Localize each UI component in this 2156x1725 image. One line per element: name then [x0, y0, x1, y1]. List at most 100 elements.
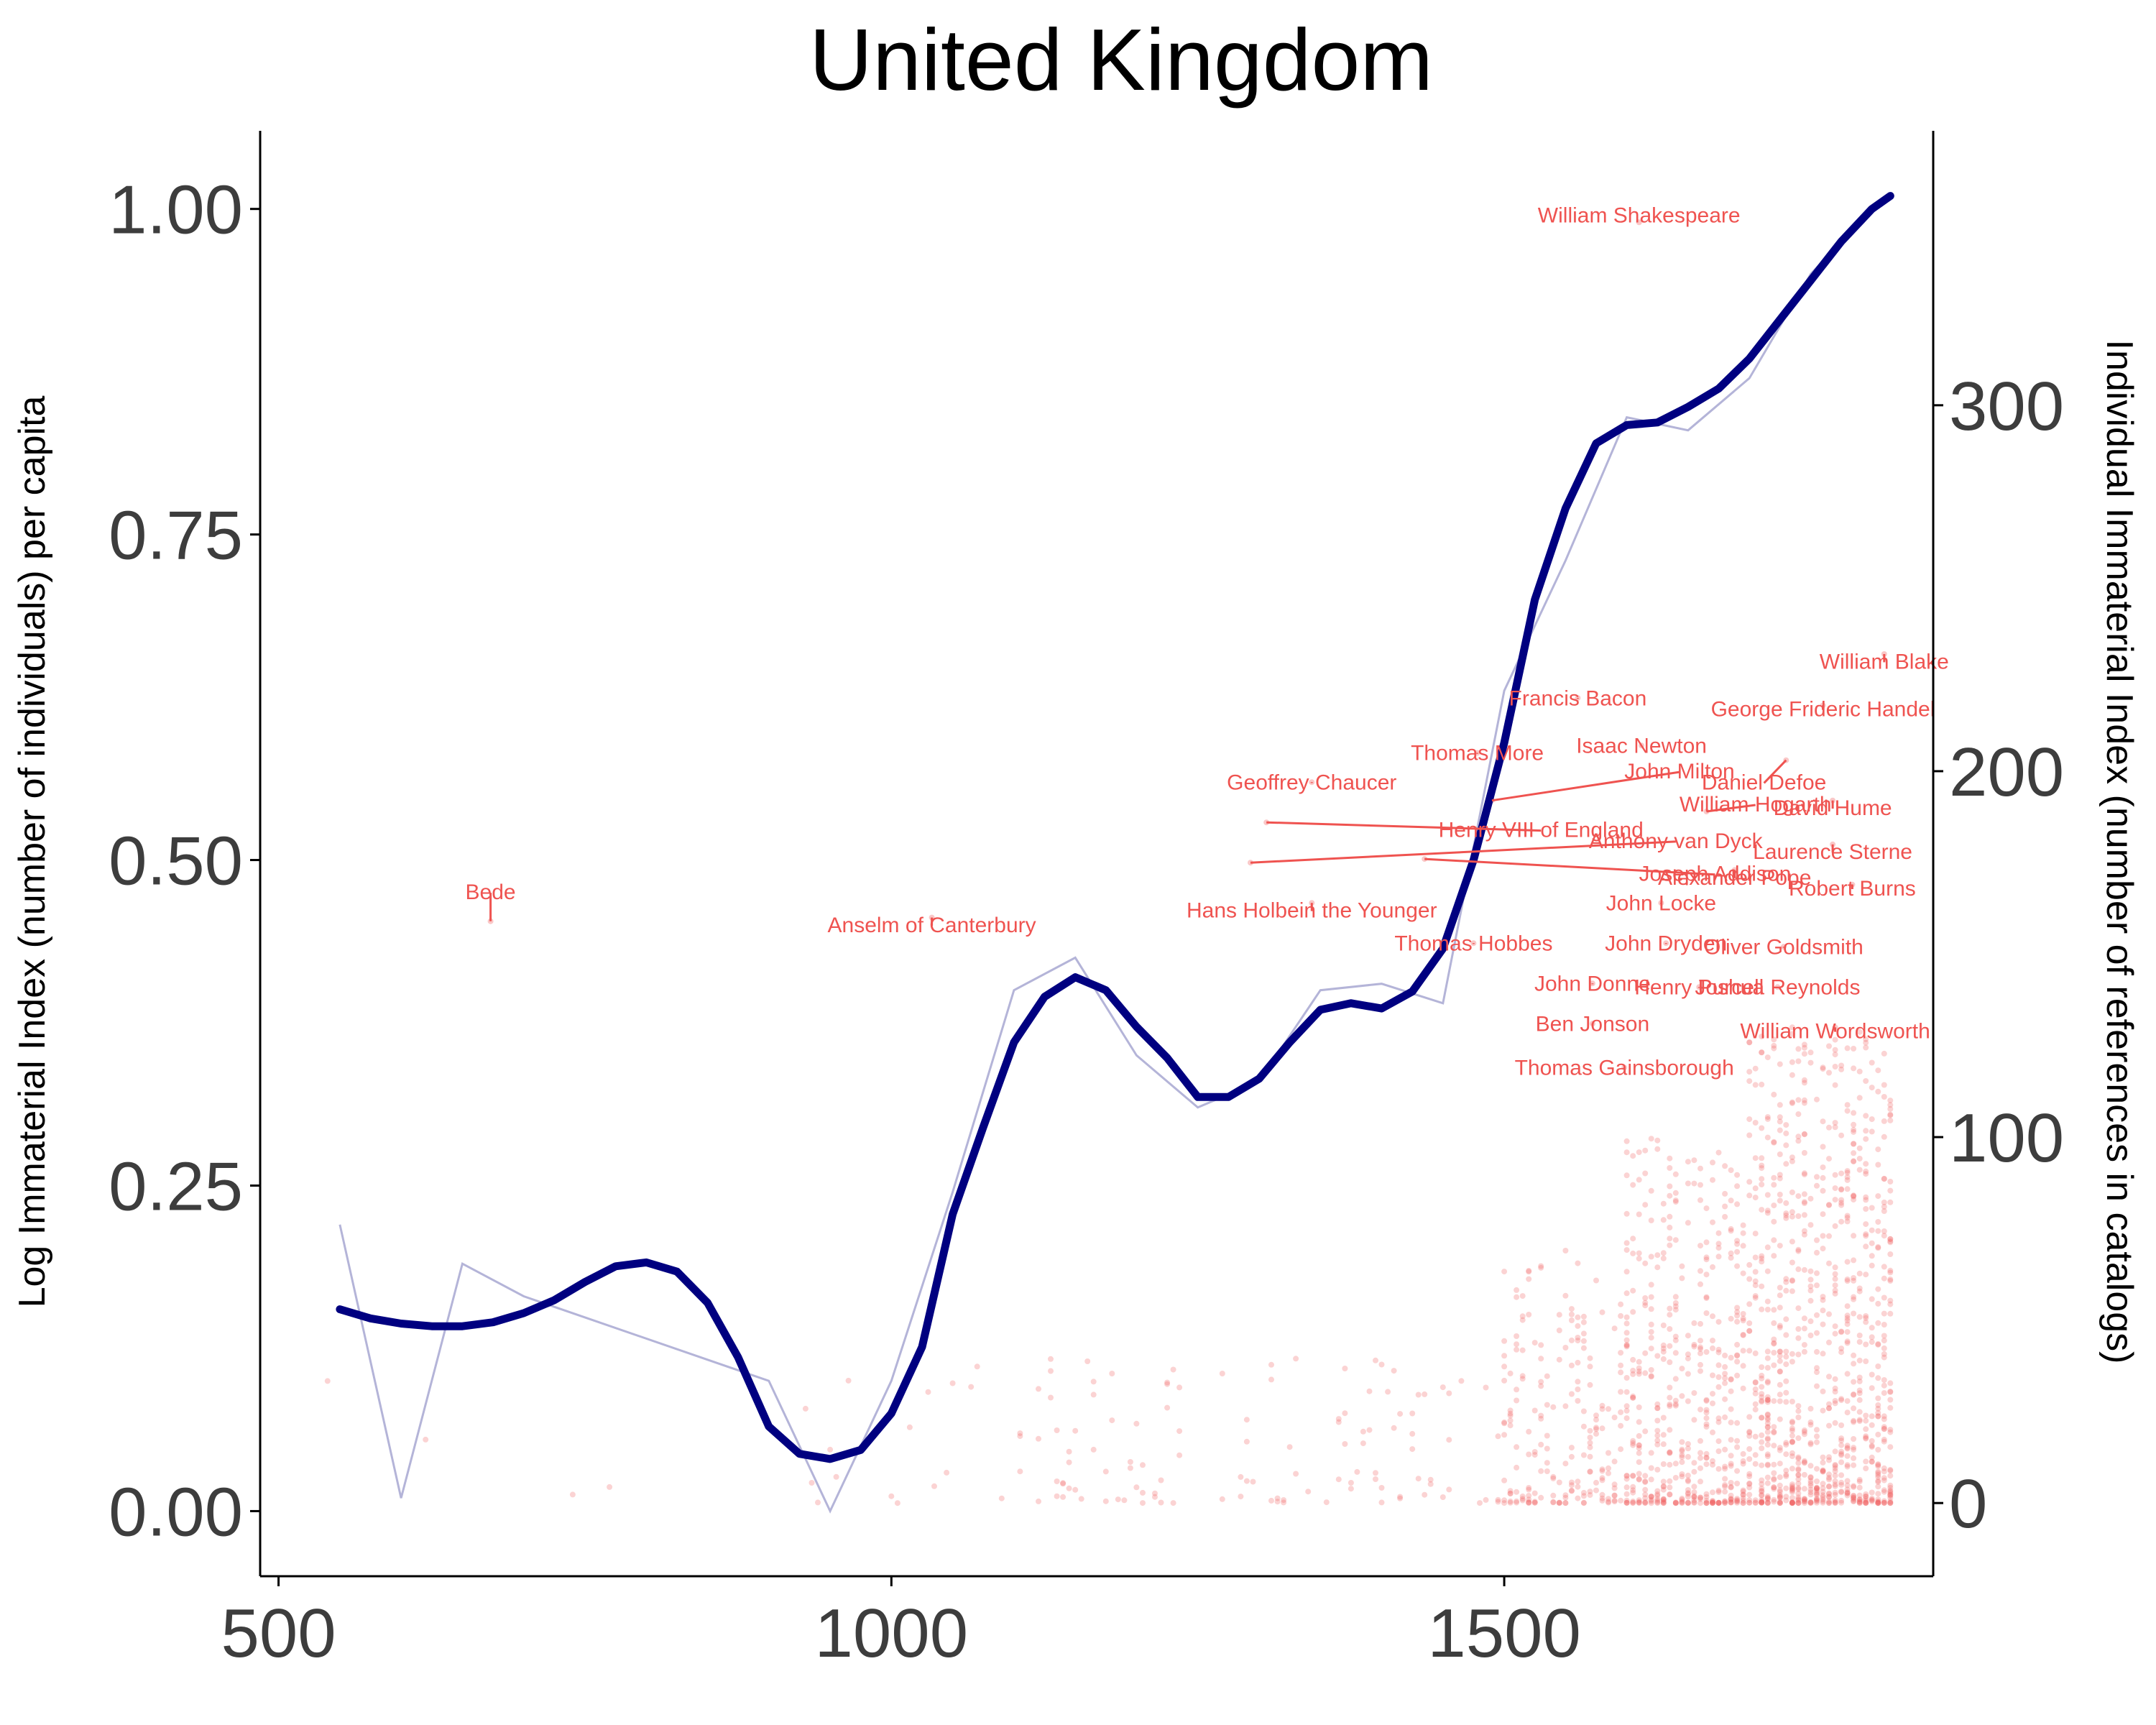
- reference-point: [1722, 1363, 1728, 1370]
- reference-point: [1660, 1498, 1667, 1504]
- reference-point: [1599, 1495, 1606, 1501]
- point-label: Joseph Addison: [1639, 862, 1791, 886]
- reference-point: [1152, 1494, 1158, 1500]
- reference-point: [1685, 1441, 1691, 1447]
- reference-point: [1801, 1315, 1807, 1322]
- reference-point: [1820, 1297, 1826, 1303]
- reference-point: [1856, 1500, 1863, 1506]
- reference-point: [1667, 1165, 1673, 1171]
- reference-point: [1789, 1288, 1795, 1294]
- reference-point: [1740, 1311, 1746, 1317]
- reference-point: [1881, 1499, 1887, 1506]
- point-label: Hans Holbein the Younger: [1187, 899, 1437, 923]
- reference-point: [1618, 1446, 1624, 1453]
- reference-point: [1783, 1130, 1789, 1136]
- reference-point: [1795, 1266, 1802, 1272]
- reference-point: [1856, 1499, 1863, 1505]
- reference-point: [1654, 1427, 1661, 1434]
- reference-point: [1820, 1468, 1826, 1474]
- reference-point: [1764, 1436, 1771, 1443]
- reference-point: [1801, 1348, 1807, 1355]
- reference-point: [1887, 1499, 1894, 1506]
- reference-point: [1887, 1397, 1894, 1403]
- reference-point: [1844, 1409, 1851, 1416]
- reference-point: [1715, 1499, 1722, 1506]
- reference-point: [1771, 1202, 1777, 1209]
- reference-point: [1703, 1407, 1710, 1413]
- reference-point: [1618, 1312, 1624, 1319]
- reference-point: [1630, 1484, 1636, 1490]
- reference-point: [1875, 1405, 1881, 1412]
- reference-point: [1881, 1133, 1887, 1140]
- reference-point: [1851, 1379, 1857, 1385]
- reference-point: [1703, 1500, 1710, 1506]
- reference-point: [1667, 1236, 1673, 1242]
- reference-point: [1660, 1500, 1667, 1506]
- reference-point: [1391, 1425, 1397, 1431]
- reference-point: [1851, 1392, 1857, 1398]
- reference-point: [1820, 1064, 1826, 1071]
- reference-point: [1654, 1401, 1661, 1407]
- reference-point: [1722, 1371, 1728, 1377]
- reference-point: [1851, 1159, 1857, 1165]
- reference-point: [1820, 1489, 1826, 1495]
- reference-point: [1697, 1407, 1703, 1413]
- reference-point: [1826, 1311, 1832, 1317]
- reference-point: [1759, 1155, 1765, 1162]
- reference-point: [1691, 1460, 1697, 1466]
- reference-point: [1820, 1294, 1826, 1300]
- reference-point: [1703, 1256, 1710, 1263]
- reference-point: [1789, 1499, 1795, 1506]
- reference-point: [1654, 1499, 1661, 1505]
- reference-point: [1691, 1494, 1697, 1500]
- reference-point: [1759, 1491, 1765, 1498]
- reference-point: [1795, 1248, 1802, 1254]
- reference-point: [1771, 1496, 1777, 1503]
- reference-point: [1697, 1268, 1703, 1274]
- reference-point: [1710, 1489, 1715, 1496]
- reference-point: [1777, 1489, 1783, 1495]
- reference-point: [1722, 1499, 1728, 1505]
- reference-point: [1679, 1439, 1685, 1445]
- reference-point: [1293, 1471, 1299, 1477]
- reference-point: [1544, 1432, 1550, 1439]
- reference-point: [1501, 1477, 1508, 1484]
- reference-point: [1777, 1381, 1783, 1388]
- reference-point: [1759, 1481, 1765, 1487]
- reference-point: [1752, 1120, 1759, 1126]
- reference-point: [1832, 1172, 1838, 1178]
- reference-point: [1636, 1250, 1642, 1256]
- reference-point: [1133, 1484, 1140, 1491]
- reference-point: [1740, 1315, 1746, 1322]
- point-label: Thomas More: [1411, 742, 1544, 765]
- reference-point: [1777, 1460, 1783, 1467]
- reference-point: [1667, 1484, 1673, 1491]
- reference-point: [1863, 1044, 1869, 1051]
- reference-point: [1740, 1500, 1746, 1506]
- reference-point: [1863, 1221, 1869, 1228]
- reference-point: [1722, 1396, 1728, 1402]
- reference-point: [1697, 1165, 1703, 1172]
- reference-point: [1636, 1256, 1642, 1262]
- reference-point: [1667, 1478, 1673, 1484]
- reference-point: [1807, 1222, 1814, 1228]
- reference-point: [1514, 1346, 1520, 1353]
- reference-point: [1783, 1287, 1789, 1294]
- reference-point: [1728, 1376, 1734, 1383]
- point-label: William Wordsworth: [1740, 1020, 1930, 1044]
- reference-point: [1789, 1418, 1795, 1425]
- reference-point: [1158, 1499, 1164, 1506]
- reference-point: [1740, 1332, 1746, 1338]
- reference-point: [1856, 1496, 1863, 1503]
- reference-point: [1090, 1392, 1097, 1398]
- reference-point: [1531, 1499, 1538, 1506]
- reference-point: [1752, 1452, 1759, 1458]
- reference-point: [1568, 1391, 1575, 1397]
- reference-point: [1642, 1370, 1649, 1376]
- reference-point: [1869, 1489, 1875, 1496]
- reference-point: [1875, 1228, 1881, 1234]
- reference-point: [1514, 1498, 1520, 1504]
- reference-point: [1501, 1500, 1508, 1506]
- reference-point: [1593, 1425, 1599, 1431]
- reference-point: [1746, 1499, 1753, 1506]
